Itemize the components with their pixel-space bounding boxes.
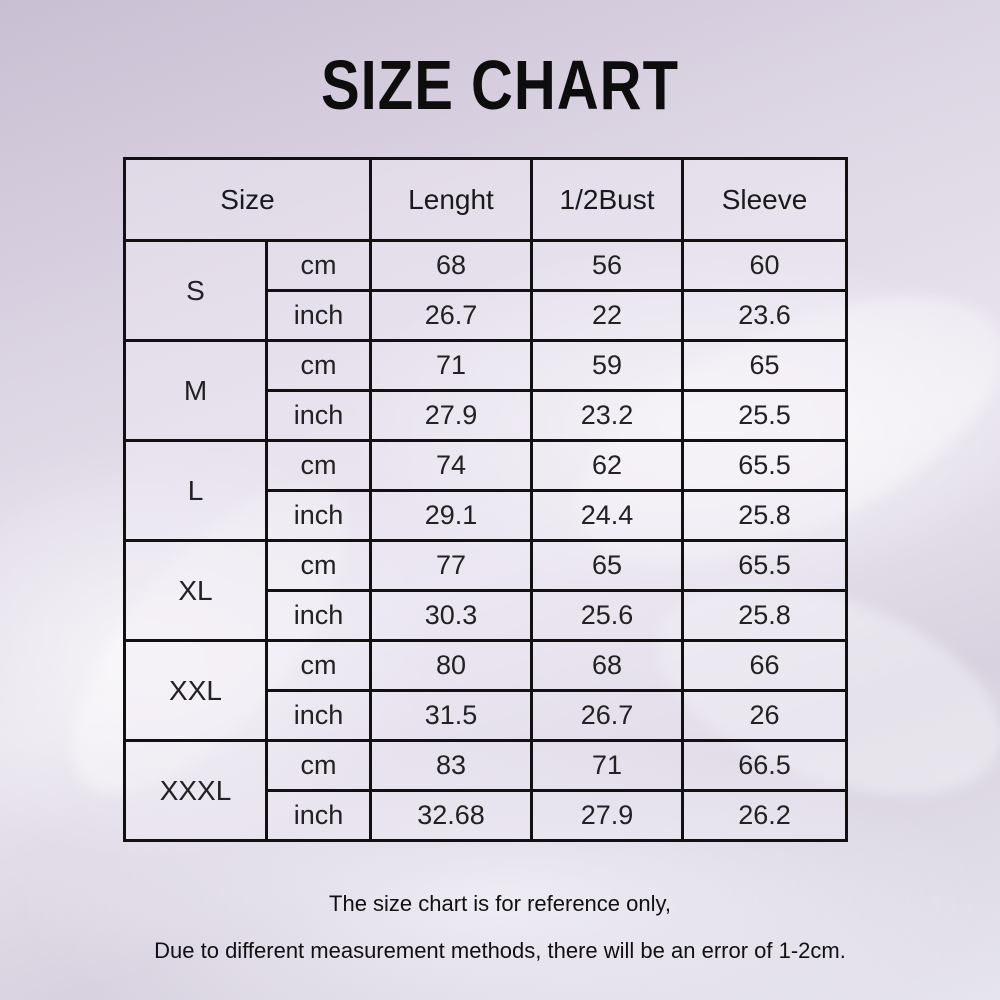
size-label: L xyxy=(123,439,268,542)
measurement-cell: 62 xyxy=(530,439,684,492)
measurement-cell: 80 xyxy=(369,639,533,692)
unit-label: cm xyxy=(265,739,372,792)
measurement-cell: 77 xyxy=(369,539,533,592)
measurement-cell: 66 xyxy=(681,639,848,692)
measurement-cell: 24.4 xyxy=(530,489,684,542)
measurement-cell: 68 xyxy=(530,639,684,692)
measurement-cell: 74 xyxy=(369,439,533,492)
measurement-cell: 65 xyxy=(681,339,848,392)
measurement-cell: 83 xyxy=(369,739,533,792)
table-row: inch 26.7 22 23.6 xyxy=(125,289,848,342)
measurement-cell: 27.9 xyxy=(530,789,684,842)
unit-label: inch xyxy=(265,689,372,742)
header-half-bust: 1/2Bust xyxy=(530,157,684,242)
disclaimer: The size chart is for reference only, Du… xyxy=(0,880,1000,974)
measurement-cell: 25.8 xyxy=(681,589,848,642)
table-row: XL cm 77 65 65.5 xyxy=(123,539,848,642)
measurement-cell: 32.68 xyxy=(369,789,533,842)
unit-label: cm xyxy=(265,639,372,692)
measurement-cell: 59 xyxy=(530,339,684,392)
measurement-cell: 68 xyxy=(369,239,533,292)
size-label: XXXL xyxy=(123,739,268,842)
unit-label: inch xyxy=(265,589,372,642)
measurement-cell: 31.5 xyxy=(369,689,533,742)
measurement-cell: 26.7 xyxy=(530,689,684,742)
table-row: inch 31.5 26.7 26 xyxy=(125,689,848,742)
measurement-cell: 26.2 xyxy=(681,789,848,842)
measurement-cell: 60 xyxy=(681,239,848,292)
measurement-cell: 25.6 xyxy=(530,589,684,642)
unit-label: cm xyxy=(265,539,372,592)
header-length: Lenght xyxy=(369,157,533,242)
measurement-cell: 26.7 xyxy=(369,289,533,342)
header-size: Size xyxy=(123,157,372,242)
table-row: inch 30.3 25.6 25.8 xyxy=(125,589,848,642)
measurement-cell: 71 xyxy=(369,339,533,392)
unit-label: cm xyxy=(265,239,372,292)
table-row: XXXL cm 83 71 66.5 xyxy=(123,739,848,842)
note-line: The size chart is for reference only, xyxy=(329,891,671,916)
measurement-cell: 25.5 xyxy=(681,389,848,442)
measurement-cell: 71 xyxy=(530,739,684,792)
measurement-cell: 23.2 xyxy=(530,389,684,442)
measurement-cell: 65 xyxy=(530,539,684,592)
size-label: M xyxy=(123,339,268,442)
size-label: XL xyxy=(123,539,268,642)
unit-label: cm xyxy=(265,339,372,392)
page-title: SIZE CHART xyxy=(321,46,679,125)
unit-label: inch xyxy=(265,489,372,542)
measurement-cell: 65.5 xyxy=(681,539,848,592)
unit-label: inch xyxy=(265,389,372,442)
table-row: XXL cm 80 68 66 xyxy=(123,639,848,742)
note-line: Due to different measurement methods, th… xyxy=(154,938,846,963)
header-sleeve: Sleeve xyxy=(681,157,848,242)
measurement-cell: 66.5 xyxy=(681,739,848,792)
measurement-cell: 29.1 xyxy=(369,489,533,542)
unit-label: inch xyxy=(265,289,372,342)
table-row: inch 27.9 23.2 25.5 xyxy=(125,389,848,442)
size-label: S xyxy=(123,239,268,342)
measurement-cell: 56 xyxy=(530,239,684,292)
measurement-cell: 23.6 xyxy=(681,289,848,342)
measurement-cell: 65.5 xyxy=(681,439,848,492)
measurement-cell: 26 xyxy=(681,689,848,742)
table-header-row: Size Lenght 1/2Bust Sleeve xyxy=(123,157,848,242)
unit-label: cm xyxy=(265,439,372,492)
table-row: inch 32.68 27.9 26.2 xyxy=(125,789,848,842)
measurement-cell: 30.3 xyxy=(369,589,533,642)
measurement-cell: 22 xyxy=(530,289,684,342)
table-row: inch 29.1 24.4 25.8 xyxy=(125,489,848,542)
measurement-cell: 27.9 xyxy=(369,389,533,442)
measurement-cell: 25.8 xyxy=(681,489,848,542)
size-label: XXL xyxy=(123,639,268,742)
unit-label: inch xyxy=(265,789,372,842)
